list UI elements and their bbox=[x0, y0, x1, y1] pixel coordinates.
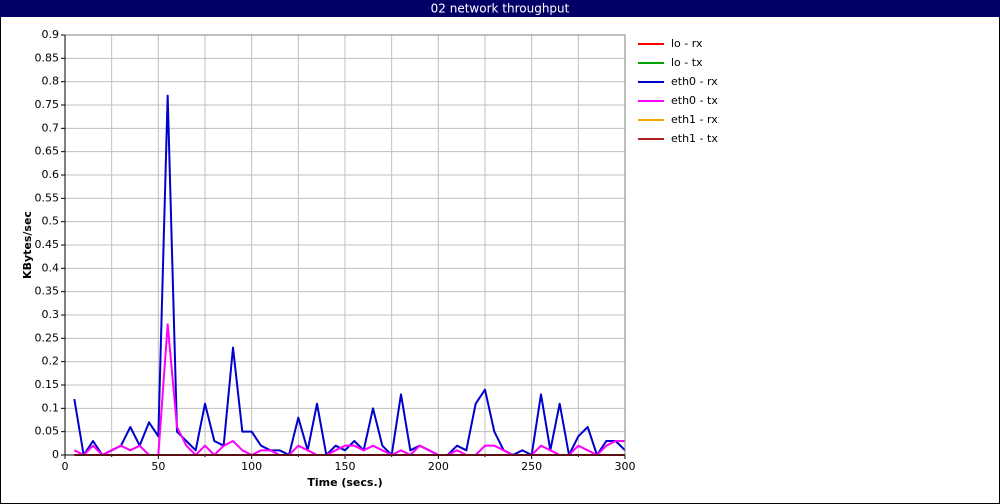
y-tick-label: 0 bbox=[52, 448, 59, 461]
series-line bbox=[73, 323, 625, 456]
y-tick-label: 0.05 bbox=[35, 425, 60, 438]
legend-label: eth0 - tx bbox=[671, 94, 718, 107]
y-tick-label: 0.9 bbox=[42, 28, 60, 41]
y-tick-label: 0.45 bbox=[35, 238, 60, 251]
legend-label: eth1 - tx bbox=[671, 132, 718, 145]
y-tick-label: 0.7 bbox=[42, 121, 60, 134]
y-tick-label: 0.5 bbox=[42, 215, 60, 228]
x-tick-label: 300 bbox=[615, 460, 636, 473]
x-tick-label: 150 bbox=[335, 460, 356, 473]
y-tick-label: 0.2 bbox=[42, 355, 60, 368]
y-tick-label: 0.65 bbox=[35, 145, 60, 158]
x-tick-label: 200 bbox=[428, 460, 449, 473]
y-tick-label: 0.85 bbox=[35, 51, 60, 64]
x-tick-label: 100 bbox=[241, 460, 262, 473]
y-tick-label: 0.35 bbox=[35, 285, 60, 298]
y-tick-label: 0.55 bbox=[35, 191, 60, 204]
chart-title: 02 network throughput bbox=[431, 2, 570, 16]
y-tick-label: 0.8 bbox=[42, 75, 60, 88]
y-tick-label: 0.1 bbox=[42, 401, 60, 414]
x-tick-label: 250 bbox=[521, 460, 542, 473]
legend-label: eth1 - rx bbox=[671, 113, 718, 126]
y-tick-label: 0.25 bbox=[35, 331, 60, 344]
x-tick-label: 0 bbox=[62, 460, 69, 473]
y-tick-label: 0.75 bbox=[35, 98, 60, 111]
legend-label: eth0 - rx bbox=[671, 75, 718, 88]
x-axis-label: Time (secs.) bbox=[307, 476, 382, 489]
legend-label: lo - tx bbox=[671, 56, 703, 69]
y-tick-label: 0.6 bbox=[42, 168, 60, 181]
y-tick-label: 0.4 bbox=[42, 261, 60, 274]
x-tick-label: 50 bbox=[151, 460, 165, 473]
title-bar bbox=[0, 0, 1000, 17]
y-tick-label: 0.15 bbox=[35, 378, 60, 391]
legend-label: lo - rx bbox=[671, 37, 703, 50]
y-axis-label: KBytes/sec bbox=[21, 211, 34, 279]
y-tick-label: 0.3 bbox=[42, 308, 60, 321]
